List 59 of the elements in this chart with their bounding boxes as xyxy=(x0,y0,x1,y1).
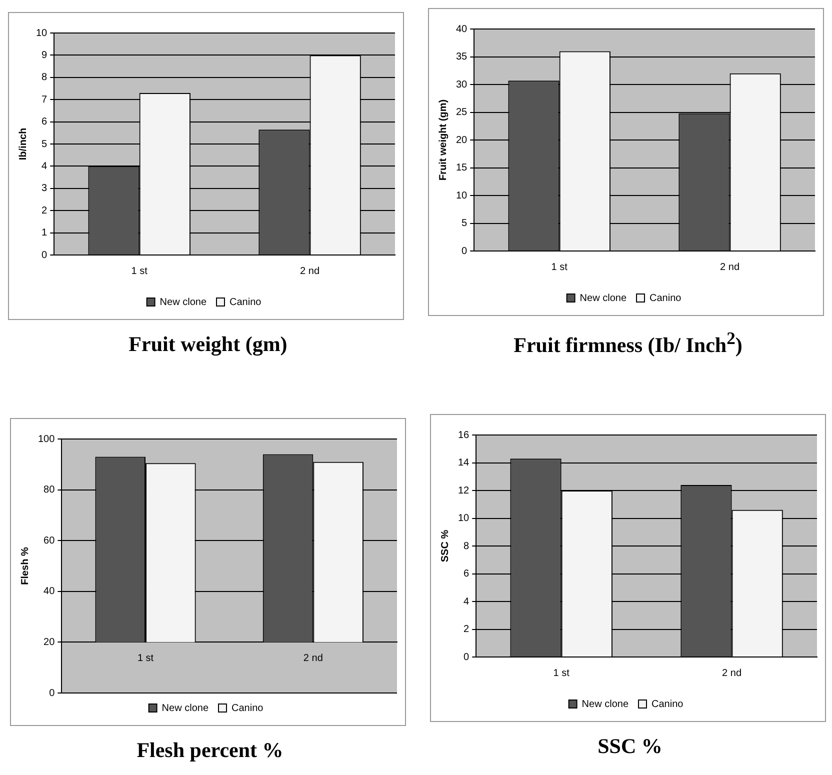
y-tick-label: 1 xyxy=(42,228,48,239)
y-tick-label: 0 xyxy=(462,246,468,257)
x-tick-label: 1 st xyxy=(131,266,148,277)
y-tick-label: 25 xyxy=(456,107,468,118)
legend-label: Canino xyxy=(650,292,682,304)
y-tick-label: 10 xyxy=(36,28,48,39)
x-tick-label: 2 nd xyxy=(303,652,323,664)
y-axis-title: Flesh % xyxy=(20,547,31,585)
y-axis-title: SSC % xyxy=(440,530,451,562)
y-tick-label: 4 xyxy=(42,160,48,172)
y-tick-label: 8 xyxy=(42,72,48,84)
legend-label: New clone xyxy=(582,698,629,710)
text: Flesh percent % xyxy=(136,738,284,763)
y-axis-title: Ib/inch xyxy=(18,128,29,160)
y-tick-label: 2 xyxy=(464,624,470,635)
text: SSC % xyxy=(596,734,664,759)
x-tick-label: 2 nd xyxy=(722,668,742,679)
legend-label: New clone xyxy=(162,702,209,714)
y-tick-label: 4 xyxy=(464,596,470,608)
y-tick-label: 40 xyxy=(44,586,56,598)
y-tick-label: 20 xyxy=(44,636,56,648)
y-tick-label: 5 xyxy=(42,138,48,150)
y-tick-label: 8 xyxy=(464,540,470,552)
y-tick-label: 100 xyxy=(38,434,56,445)
legend-label: Canino xyxy=(230,296,262,308)
y-tick-label: 6 xyxy=(42,116,48,128)
x-tick-label: 1 st xyxy=(137,652,154,664)
y-tick-label: 0 xyxy=(464,652,470,663)
y-tick-label: 0 xyxy=(42,250,48,261)
y-tick-label: 14 xyxy=(458,458,470,468)
y-tick-label: 10 xyxy=(458,513,470,524)
text: Fruit weight (gm) xyxy=(128,332,288,357)
text: Fruit firmness (Ib/ Inch$^{2}$) xyxy=(512,328,744,358)
y-tick-label: 2 xyxy=(42,205,48,216)
legend-label: Canino xyxy=(652,698,684,710)
y-tick-label: 7 xyxy=(42,94,48,106)
y-tick-label: 20 xyxy=(456,134,468,146)
y-tick-label: 60 xyxy=(44,535,56,546)
y-axis-title: Fruit weight (gm) xyxy=(438,99,449,181)
y-tick-label: 30 xyxy=(456,79,468,90)
y-tick-label: 12 xyxy=(458,485,470,496)
legend-label: New clone xyxy=(580,292,627,304)
x-tick-label: 2 nd xyxy=(300,266,320,277)
y-tick-label: 16 xyxy=(458,430,470,441)
y-tick-label: 0 xyxy=(49,688,56,699)
legend-label: Canino xyxy=(232,702,264,714)
y-tick-label: 40 xyxy=(456,24,468,35)
x-tick-label: 2 nd xyxy=(720,262,740,273)
y-tick-label: 9 xyxy=(42,50,48,61)
legend-label: New clone xyxy=(160,296,207,308)
y-tick-label: 10 xyxy=(456,190,468,202)
y-tick-label: 6 xyxy=(464,568,470,580)
y-tick-label: 5 xyxy=(462,218,468,229)
y-tick-label: 15 xyxy=(456,162,468,174)
x-tick-label: 1 st xyxy=(551,262,568,273)
y-tick-label: 80 xyxy=(44,484,56,496)
y-tick-label: 3 xyxy=(42,183,48,194)
y-tick-label: 35 xyxy=(456,52,468,62)
x-tick-label: 1 st xyxy=(553,668,570,679)
